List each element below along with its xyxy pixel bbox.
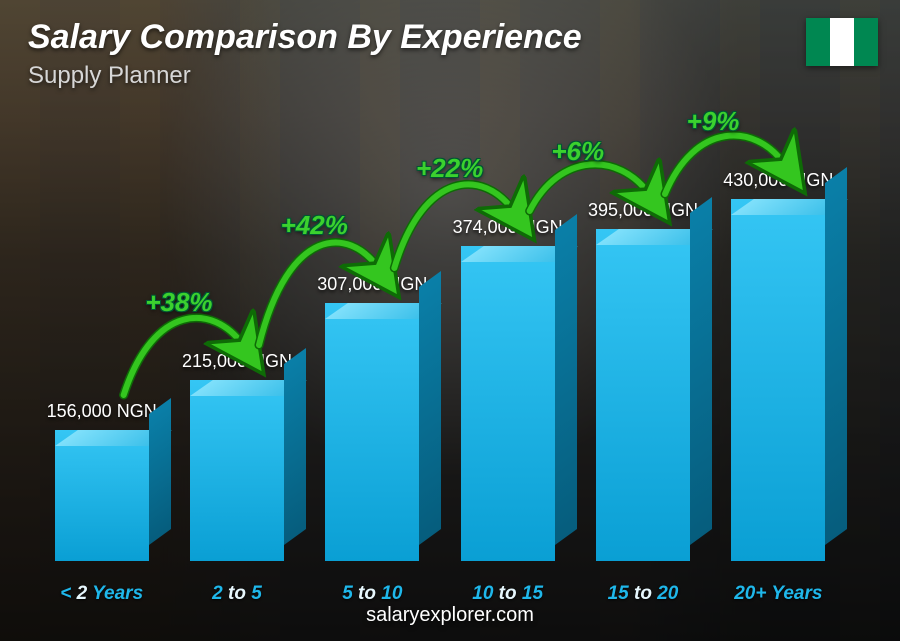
flag-stripe: [830, 18, 854, 66]
bar-3d: [55, 430, 149, 561]
bar-front-face: [596, 229, 690, 561]
bar-front-face: [190, 380, 284, 561]
x-axis-label: 10 to 15: [440, 583, 575, 605]
bar-side-face: [690, 197, 712, 545]
bar-side-face: [149, 398, 171, 545]
bar-wrapper: 430,000 NGN: [711, 170, 846, 561]
x-axis: < 2 Years2 to 55 to 1010 to 1515 to 2020…: [34, 583, 846, 605]
x-axis-label: 2 to 5: [169, 583, 304, 605]
x-axis-label: 20+ Years: [711, 583, 846, 605]
nigeria-flag-icon: [806, 18, 878, 66]
flag-stripe: [854, 18, 878, 66]
bar-value-label: 215,000 NGN: [182, 351, 292, 372]
growth-label: +22%: [416, 153, 483, 184]
growth-label: +9%: [687, 106, 740, 137]
growth-label: +42%: [281, 210, 348, 241]
bar-wrapper: 307,000 NGN: [305, 274, 440, 561]
x-axis-label: 5 to 10: [305, 583, 440, 605]
bar-value-label: 395,000 NGN: [588, 200, 698, 221]
bar-value-label: 156,000 NGN: [47, 401, 157, 422]
chart-subtitle: Supply Planner: [28, 62, 191, 90]
bars-group: 156,000 NGN 215,000 NGN 307,000 NGN 374,000…: [34, 120, 846, 561]
chart-container: Salary Comparison By Experience Supply P…: [0, 0, 900, 641]
bar-3d: [325, 303, 419, 561]
bar-front-face: [55, 430, 149, 561]
bar-wrapper: 215,000 NGN: [169, 351, 304, 561]
bar-wrapper: 395,000 NGN: [575, 200, 710, 561]
bar-front-face: [731, 199, 825, 561]
footer-attribution: salaryexplorer.com: [0, 604, 900, 627]
bar-wrapper: 156,000 NGN: [34, 401, 169, 561]
growth-label: +6%: [551, 136, 604, 167]
bar-wrapper: 374,000 NGN: [440, 217, 575, 561]
flag-stripe: [806, 18, 830, 66]
bar-value-label: 307,000 NGN: [317, 274, 427, 295]
bar-side-face: [284, 348, 306, 545]
growth-label: +38%: [145, 287, 212, 318]
chart-area: 156,000 NGN 215,000 NGN 307,000 NGN 374,000…: [34, 120, 846, 561]
bar-value-label: 430,000 NGN: [723, 170, 833, 191]
bar-side-face: [555, 214, 577, 545]
bar-side-face: [825, 167, 847, 545]
bar-value-label: 374,000 NGN: [453, 217, 563, 238]
bar-side-face: [419, 271, 441, 545]
bar-3d: [596, 229, 690, 561]
chart-title: Salary Comparison By Experience: [28, 18, 582, 57]
bar-3d: [731, 199, 825, 561]
bar-front-face: [461, 246, 555, 561]
bar-3d: [461, 246, 555, 561]
x-axis-label: 15 to 20: [575, 583, 710, 605]
bar-3d: [190, 380, 284, 561]
x-axis-label: < 2 Years: [34, 583, 169, 605]
bar-front-face: [325, 303, 419, 561]
